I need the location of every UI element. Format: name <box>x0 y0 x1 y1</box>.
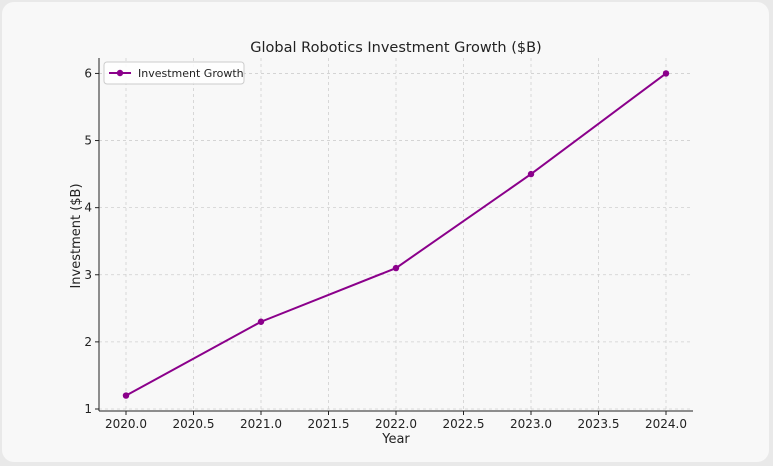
x-tick-label: 2021.0 <box>240 417 282 431</box>
y-tick-label: 6 <box>84 66 92 80</box>
x-tick-label: 2022.5 <box>443 417 485 431</box>
x-tick-label: 2022.0 <box>375 417 417 431</box>
data-point <box>662 70 670 77</box>
y-tick-label: 3 <box>84 268 92 282</box>
x-tick-label: 2021.5 <box>308 417 350 431</box>
x-tick-label: 2023.5 <box>578 417 620 431</box>
y-tick-label: 1 <box>84 402 92 416</box>
x-tick-label: 2020.0 <box>105 417 147 431</box>
x-tick-label: 2023.0 <box>510 417 552 431</box>
legend-label: Investment Growth <box>138 67 244 80</box>
y-tick-label: 4 <box>84 201 92 215</box>
legend: Investment Growth <box>103 61 245 85</box>
data-point <box>257 318 265 325</box>
series-layer <box>122 70 670 399</box>
x-tick-label: 2020.5 <box>173 417 215 431</box>
chart-title: Global Robotics Investment Growth ($B) <box>250 40 541 56</box>
y-axis-label: Investment ($B) <box>69 183 84 288</box>
y-tick-label: 5 <box>84 134 92 148</box>
y-axis-ticks: 1 2 3 4 5 6 <box>84 66 99 416</box>
y-tick-label: 2 <box>84 335 92 349</box>
data-point <box>122 392 130 399</box>
legend-marker-swatch <box>116 69 124 77</box>
data-point <box>527 170 535 178</box>
legend-box <box>103 61 245 85</box>
x-axis-ticks: 2020.0 2020.5 2021.0 2021.5 2022.0 2022.5 2023… <box>105 411 687 431</box>
grid <box>99 58 693 411</box>
x-axis-label: Year <box>381 432 410 447</box>
data-point <box>392 264 400 272</box>
x-tick-label: 2024.0 <box>645 417 687 431</box>
